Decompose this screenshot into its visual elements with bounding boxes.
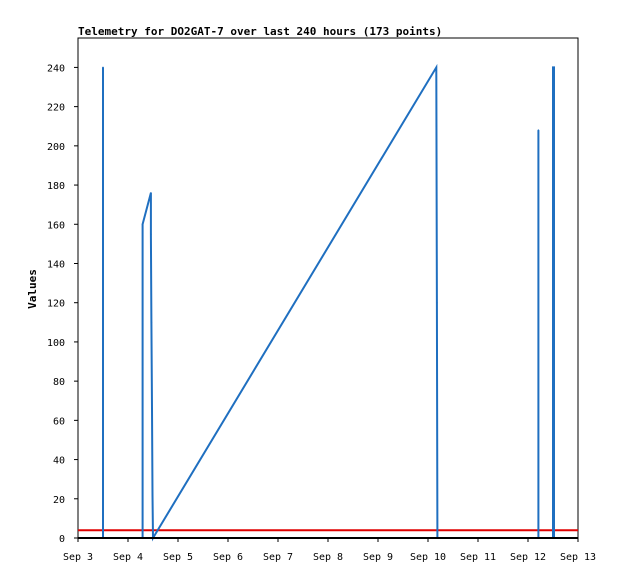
x-tick-label: Sep 13: [560, 552, 596, 563]
data-point: [435, 66, 438, 69]
data-point: [553, 66, 555, 69]
x-tick-label: Sep 12: [510, 552, 546, 563]
y-tick-label: 160: [47, 220, 65, 231]
chart-title: Telemetry for DO2GAT-7 over last 240 hou…: [78, 25, 442, 38]
series-layer: [78, 63, 578, 542]
data-point: [150, 192, 152, 194]
data-point: [141, 223, 144, 226]
data-point: [151, 494, 154, 496]
y-tick-label: 0: [59, 534, 65, 545]
y-tick-label: 180: [47, 181, 65, 192]
y-tick-label: 60: [53, 416, 65, 427]
x-tick-label: Sep 11: [460, 552, 496, 563]
data-point: [537, 129, 540, 131]
y-tick-label: 100: [47, 338, 65, 349]
y-tick-label: 220: [47, 103, 65, 114]
x-tick-label: Sep 10: [410, 552, 446, 563]
x-tick-label: Sep 8: [313, 552, 343, 563]
y-tick-label: 240: [47, 63, 65, 74]
data-point: [102, 66, 104, 69]
y-tick-label: 120: [47, 299, 65, 310]
data-point: [151, 407, 153, 410]
data-point: [150, 321, 153, 324]
x-tick-label: Sep 6: [213, 552, 243, 563]
x-tick-label: Sep 5: [163, 552, 193, 563]
y-tick-label: 20: [53, 495, 65, 506]
x-tick-label: Sep 3: [63, 552, 93, 563]
x-tick-label: Sep 7: [263, 552, 293, 563]
y-tick-label: 200: [47, 142, 65, 153]
y-tick-label: 140: [47, 259, 65, 270]
x-axis: Sep 3 Sep 4 Sep 5 Sep 6 Sep 7 Sep 8 Sep 9 Sep 1…: [63, 538, 596, 563]
x-tick-label: Sep 4: [113, 552, 143, 563]
x-tick-label: Sep 9: [363, 552, 393, 563]
y-tick-label: 40: [53, 456, 65, 467]
telemetry-series-line: [102, 63, 555, 542]
y-tick-label: 80: [53, 377, 65, 388]
data-point: [436, 301, 438, 304]
data-point: [150, 233, 152, 235]
y-axis-title: Values: [26, 269, 39, 309]
y-axis: 0 20 40 60 80 100 120 140 160 180 200 220 240: [47, 63, 78, 545]
